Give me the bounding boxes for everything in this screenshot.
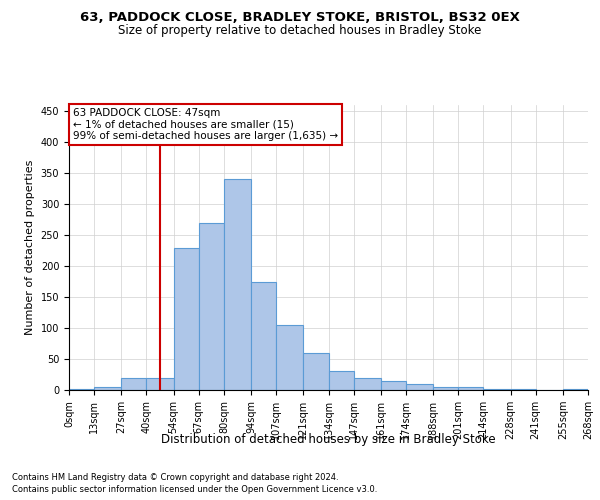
Bar [484,389,511,390]
Bar [433,387,458,390]
Bar [304,353,329,390]
Bar [406,384,433,390]
Bar [276,325,304,390]
Bar [224,180,251,390]
Bar [121,378,146,390]
Bar [69,389,94,390]
Bar [381,380,406,390]
Text: Size of property relative to detached houses in Bradley Stoke: Size of property relative to detached ho… [118,24,482,37]
Text: 63 PADDOCK CLOSE: 47sqm
← 1% of detached houses are smaller (15)
99% of semi-det: 63 PADDOCK CLOSE: 47sqm ← 1% of detached… [73,108,338,142]
Bar [173,248,199,390]
Bar [353,378,381,390]
Bar [199,222,224,390]
Y-axis label: Number of detached properties: Number of detached properties [25,160,35,335]
Text: Contains public sector information licensed under the Open Government Licence v3: Contains public sector information licen… [12,485,377,494]
Bar [251,282,276,390]
Bar [146,378,173,390]
Bar [458,387,484,390]
Text: 63, PADDOCK CLOSE, BRADLEY STOKE, BRISTOL, BS32 0EX: 63, PADDOCK CLOSE, BRADLEY STOKE, BRISTO… [80,11,520,24]
Text: Distribution of detached houses by size in Bradley Stoke: Distribution of detached houses by size … [161,432,496,446]
Bar [511,389,536,390]
Bar [563,389,588,390]
Text: Contains HM Land Registry data © Crown copyright and database right 2024.: Contains HM Land Registry data © Crown c… [12,472,338,482]
Bar [94,387,121,390]
Bar [329,372,353,390]
